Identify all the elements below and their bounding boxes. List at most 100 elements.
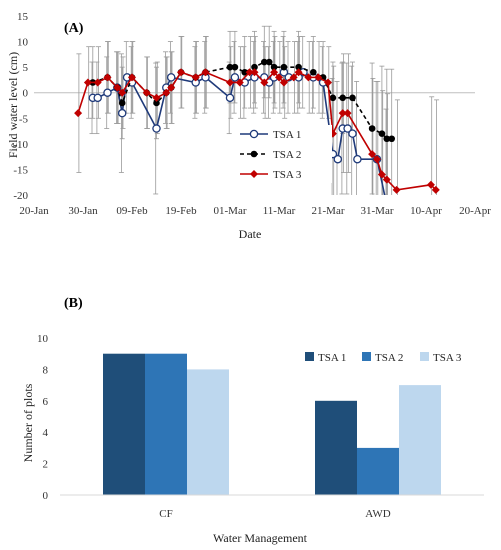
chart-b-bar-awd-tsa-2 [357, 447, 399, 495]
chart-b: (B) 0 2 4 6 8 10 CF AWD Water Management Numbe… [21, 296, 484, 545]
chart-b-bar-cf-tsa-1 [103, 353, 145, 495]
chart-a-point-tsa-1 [117, 108, 127, 118]
chart-a-point-tsa-3 [382, 175, 391, 184]
chart-b-x-ticks: CF AWD [159, 508, 390, 520]
chart-a-point-tsa-3 [377, 170, 386, 179]
chart-a: (A) 15 10 5 0 -5 -10 -15 -20 20-Jan 30-Jan 09-Feb… [6, 11, 491, 241]
chart-b-y-tick-label: 4 [43, 427, 49, 439]
chart-a-point-tsa-2 [295, 63, 302, 71]
chart-a-point-tsa-2 [226, 63, 234, 71]
chart-a-point-tsa-3 [142, 88, 151, 97]
chart-a-x-tick-label: 01-Mar [214, 205, 247, 217]
chart-b-legend-swatch-tsa-2 [362, 352, 371, 361]
chart-b-bars [103, 353, 441, 495]
chart-a-point-tsa-3 [245, 68, 254, 77]
chart-a-point-tsa-2 [251, 63, 258, 71]
chart-a-point-tsa-2 [265, 58, 273, 66]
chart-a-point-tsa-3 [177, 68, 185, 77]
chart-a-x-tick-label: 11-Mar [263, 205, 296, 217]
chart-b-y-axis-title: Number of plots [21, 383, 35, 462]
chart-a-point-tsa-1 [353, 154, 362, 164]
chart-a-series [74, 58, 440, 195]
chart-a-point-tsa-2 [329, 94, 337, 102]
chart-a-point-tsa-3 [167, 83, 176, 92]
chart-a-point-tsa-2 [241, 68, 248, 76]
chart-a-x-tick-label: 30-Jan [68, 205, 98, 217]
chart-a-point-tsa-3 [392, 185, 401, 194]
chart-b-y-tick-label: 2 [43, 459, 49, 471]
chart-a-point-tsa-3 [270, 68, 279, 77]
chart-a-point-tsa-2 [231, 63, 239, 71]
chart-b-bar-cf-tsa-2 [145, 353, 187, 495]
chart-b-legend: TSA 1 TSA 2 TSA 3 [305, 352, 462, 364]
chart-b-x-tick-label: CF [159, 508, 172, 520]
chart-a-y-tick-label: -10 [13, 139, 28, 151]
chart-a-point-tsa-1 [103, 88, 112, 97]
chart-a-point-tsa-3 [191, 73, 200, 82]
chart-b-bar-awd-tsa-3 [399, 385, 441, 495]
chart-a-point-tsa-3 [294, 68, 303, 77]
chart-b-x-axis-title: Water Management [213, 531, 308, 545]
chart-a-legend-marker-tsa-3 [250, 170, 258, 178]
chart-b-legend-swatch-tsa-3 [420, 352, 429, 361]
chart-a-panel-label: (A) [64, 21, 84, 36]
chart-a-point-tsa-3 [289, 73, 298, 82]
chart-a-point-tsa-3 [226, 78, 234, 87]
chart-a-y-axis-title: Field water level (cm) [6, 52, 20, 158]
chart-a-point-tsa-1 [166, 73, 176, 82]
chart-a-point-tsa-3 [250, 68, 259, 77]
chart-a-y-tick-label: -20 [13, 190, 28, 202]
chart-a-x-tick-label: 09-Feb [116, 205, 148, 217]
chart-a-legend: TSA 1 TSA 2 TSA 3 [236, 125, 332, 183]
chart-b-y-ticks: 0 2 4 6 8 10 [37, 333, 49, 502]
chart-a-point-tsa-1 [333, 154, 343, 164]
chart-b-legend-label-tsa-2: TSA 2 [375, 352, 403, 364]
chart-a-point-tsa-3 [128, 73, 136, 82]
chart-a-point-tsa-2 [280, 63, 288, 71]
chart-a-x-tick-label: 19-Feb [165, 205, 197, 217]
chart-a-point-tsa-3 [152, 93, 161, 102]
chart-a-legend-marker-tsa-1 [249, 129, 259, 139]
chart-a-x-ticks: 20-Jan 30-Jan 09-Feb 19-Feb 01-Mar 11-Mar 21-M… [19, 205, 491, 217]
chart-a-point-tsa-3 [275, 73, 283, 82]
chart-a-legend-label-tsa-2: TSA 2 [273, 149, 301, 161]
chart-a-point-tsa-2 [349, 94, 356, 102]
chart-a-legend-marker-tsa-2 [250, 150, 258, 158]
chart-a-point-tsa-1 [343, 124, 352, 133]
chart-b-legend-label-tsa-3: TSA 3 [433, 352, 462, 364]
chart-a-point-tsa-2 [388, 135, 396, 143]
chart-a-point-tsa-2 [368, 125, 376, 132]
chart-a-x-tick-label: 31-Mar [361, 205, 394, 217]
chart-a-point-tsa-3 [324, 78, 332, 87]
chart-a-point-tsa-3 [279, 78, 288, 87]
chart-a-point-tsa-2 [118, 99, 126, 107]
chart-a-point-tsa-3 [113, 83, 122, 92]
chart-a-point-tsa-2 [153, 99, 160, 107]
chart-b-panel-label: (B) [64, 296, 83, 311]
chart-a-point-tsa-3 [83, 78, 92, 87]
chart-b-bar-awd-tsa-1 [315, 400, 357, 495]
chart-a-point-tsa-1 [348, 129, 357, 138]
chart-a-point-tsa-3 [74, 109, 83, 118]
chart-a-point-tsa-3 [103, 73, 112, 82]
chart-b-y-tick-label: 6 [43, 396, 49, 408]
chart-b-y-tick-label: 8 [43, 364, 49, 376]
chart-a-point-tsa-3 [314, 73, 323, 82]
chart-a-point-tsa-2 [270, 63, 278, 71]
chart-a-legend-label-tsa-1: TSA 1 [273, 129, 301, 141]
chart-b-x-tick-label: AWD [365, 508, 390, 520]
chart-a-point-tsa-1 [152, 124, 161, 133]
chart-a-point-tsa-3 [338, 109, 347, 118]
chart-a-y-tick-label: -5 [19, 113, 29, 125]
chart-a-point-tsa-1 [225, 93, 235, 103]
chart-a-point-tsa-3 [343, 109, 352, 118]
chart-a-y-tick-label: 15 [17, 11, 29, 23]
chart-b-y-tick-label: 10 [37, 333, 49, 345]
chart-a-x-tick-label: 21-Mar [312, 205, 345, 217]
chart-a-legend-label-tsa-3: TSA 3 [273, 169, 302, 181]
chart-a-point-tsa-3 [93, 78, 102, 87]
chart-b-bar-cf-tsa-3 [187, 369, 229, 495]
chart-a-point-tsa-3 [426, 180, 435, 189]
chart-b-legend-swatch-tsa-1 [305, 352, 314, 361]
chart-a-point-tsa-3 [118, 88, 127, 97]
